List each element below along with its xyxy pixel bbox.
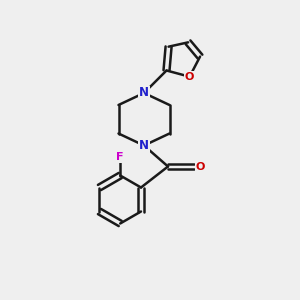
Text: O: O bbox=[195, 161, 205, 172]
Text: N: N bbox=[139, 139, 149, 152]
Text: F: F bbox=[116, 152, 124, 162]
Text: N: N bbox=[139, 86, 149, 100]
Text: O: O bbox=[185, 72, 194, 82]
